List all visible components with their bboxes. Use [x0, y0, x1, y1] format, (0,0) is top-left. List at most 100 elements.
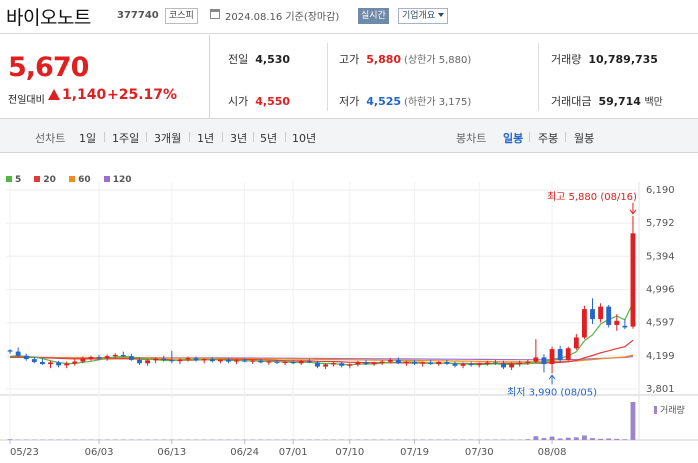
divider — [253, 132, 254, 142]
legend-swatch — [34, 176, 41, 182]
stock-name: 바이오노트 — [6, 7, 91, 29]
candle-body — [371, 362, 377, 365]
candle-body — [234, 360, 239, 362]
divider — [189, 132, 190, 142]
volume-label: 거래량 — [660, 404, 685, 416]
stat-low: 저가 4,525 (하한가 3,175) — [339, 93, 471, 109]
volume-legend-swatch — [654, 406, 657, 414]
candle-body — [242, 360, 248, 362]
volume-bar — [622, 439, 628, 440]
x-tick-label: 07/10 — [335, 447, 364, 458]
candle-body — [581, 309, 587, 338]
change-value: 1,140 — [48, 87, 106, 103]
candle-body — [56, 362, 62, 366]
low-annotation: 최저 3,990 (08/05) — [507, 386, 597, 398]
candle-monthly-button[interactable]: 월봉 — [574, 132, 595, 145]
current-price: 5,670 — [8, 52, 89, 83]
divider — [327, 43, 328, 111]
market-badge: 코스피 — [165, 8, 198, 24]
candle-body — [185, 358, 191, 360]
high-annotation: 최고 5,880 (08/16) — [547, 191, 637, 203]
candle-body — [517, 362, 523, 365]
x-tick-label: 06/03 — [85, 447, 114, 458]
candle-body — [145, 360, 150, 364]
candle-body — [549, 349, 555, 365]
stats-panel: 전일 4,530 고가 5,880 (상한가 5,880) 거래량 10,789,735… — [210, 35, 698, 118]
stock-code: 377740 — [117, 10, 159, 21]
period-10y-button[interactable]: 10년 — [292, 132, 317, 145]
x-tick-label: 07/30 — [465, 447, 494, 458]
stat-open: 시가 4,550 — [228, 93, 290, 109]
candle-body — [452, 363, 458, 366]
candle-body — [290, 362, 296, 364]
candle-body — [630, 233, 636, 327]
period-1y-button[interactable]: 1년 — [197, 132, 215, 145]
low-value: 4,525 — [366, 95, 402, 108]
high-value: 5,880 — [366, 53, 402, 66]
y-tick-label: 4,199 — [646, 351, 675, 362]
volume-value: 10,789,735 — [588, 53, 658, 66]
candle-body — [444, 362, 450, 364]
volume-bar — [590, 438, 595, 440]
candle-body — [412, 362, 417, 364]
line-chart-label: 선차트 — [35, 132, 66, 145]
candle-body — [120, 354, 126, 357]
legend-label: 60 — [78, 175, 91, 185]
candle-body — [590, 309, 595, 320]
candle-body — [315, 362, 320, 367]
candle-weekly-button[interactable]: 주봉 — [538, 132, 559, 145]
candle-body — [387, 359, 393, 362]
candle-body — [541, 357, 547, 365]
volume-bar — [614, 438, 620, 440]
candle-body — [64, 363, 70, 366]
candle-body — [266, 361, 272, 363]
legend-swatch — [103, 176, 110, 182]
candle-body — [557, 349, 563, 360]
price-summary: 5,670 전일대비 1,140 +25.17% — [0, 35, 210, 118]
low-label: 저가 — [339, 95, 360, 108]
corp-info-button[interactable]: 기업개요 — [398, 8, 449, 24]
high-label: 고가 — [339, 53, 360, 66]
period-1d-button[interactable]: 1일 — [79, 132, 97, 145]
lower-limit: (하한가 3,175) — [404, 97, 472, 108]
candle-body — [104, 356, 110, 359]
candle-body — [355, 362, 361, 365]
live-badge[interactable]: 실시간 — [358, 8, 389, 24]
stat-trade-value: 거래대금 59,714 백만 — [551, 93, 663, 109]
legend-label: 5 — [15, 175, 22, 185]
candle-body — [201, 359, 207, 361]
x-tick-label: 06/24 — [230, 447, 259, 458]
x-tick-label: 07/19 — [400, 447, 429, 458]
volume-label: 거래량 — [551, 53, 582, 66]
candle-chart-label: 봉차트 — [456, 132, 487, 145]
candle-body — [468, 364, 474, 366]
legend-item-ma20: 20 — [34, 175, 56, 185]
candle-body — [598, 306, 604, 320]
candle-body — [15, 351, 21, 356]
trade-value-unit: 백만 — [644, 97, 663, 108]
period-1w-button[interactable]: 1주일 — [112, 132, 140, 145]
candle-body — [428, 362, 434, 365]
candle-body — [379, 361, 385, 363]
candle-body — [282, 362, 288, 364]
candle-body — [395, 359, 401, 364]
period-3y-button[interactable]: 3년 — [230, 132, 248, 145]
candle-body — [23, 355, 29, 360]
volume-bar — [565, 437, 571, 440]
candle-body — [565, 348, 571, 360]
stat-prev-close: 전일 4,530 — [228, 51, 290, 67]
candle-body — [420, 362, 426, 364]
period-3m-button[interactable]: 3개월 — [154, 132, 182, 145]
legend-label: 120 — [112, 175, 132, 185]
legend-item-ma120: 120 — [103, 175, 132, 185]
divider — [529, 132, 530, 142]
volume-bar — [7, 439, 13, 440]
candle-body — [298, 361, 304, 364]
divider — [538, 43, 539, 111]
volume-bar — [549, 436, 555, 440]
candle-daily-button[interactable]: 일봉 — [503, 132, 524, 145]
divider — [285, 132, 286, 142]
period-5y-button[interactable]: 5년 — [260, 132, 278, 145]
corp-info-label: 기업개요 — [402, 11, 436, 21]
